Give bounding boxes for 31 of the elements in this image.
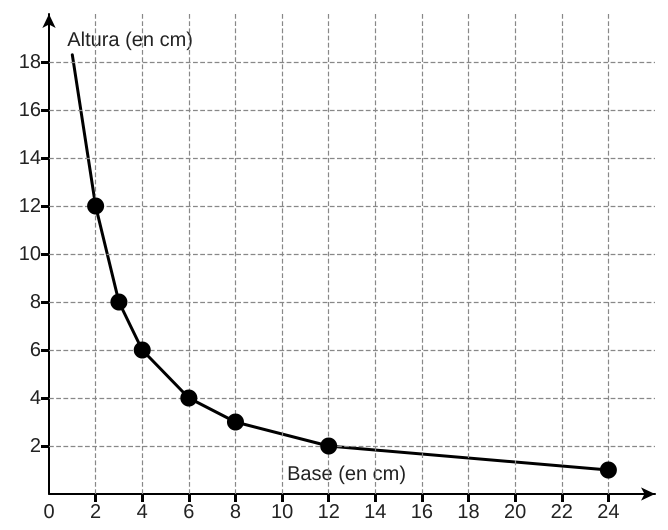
- y-axis-title: Altura (en cm): [67, 29, 193, 51]
- point: [320, 438, 338, 454]
- point: [180, 390, 198, 406]
- y-tick-label: 6: [30, 339, 41, 361]
- y-tick-label: 14: [18, 147, 41, 169]
- x-tick-label: 14: [364, 501, 386, 523]
- y-tick-label: 18: [18, 51, 41, 73]
- x-tick-label: 12: [318, 501, 340, 523]
- y-tick-label: 10: [18, 243, 41, 265]
- point: [87, 198, 104, 214]
- y-tick-label: 12: [18, 195, 41, 217]
- point: [110, 294, 128, 310]
- point: [600, 462, 617, 478]
- y-tick-label: 16: [18, 99, 41, 121]
- x-tick-label: 20: [504, 501, 526, 523]
- x-tick-label: 10: [270, 501, 294, 523]
- x-tick-label: 18: [457, 501, 480, 523]
- x-tick-label: 8: [230, 501, 242, 523]
- point: [134, 342, 151, 358]
- x-tick-label: 22: [550, 501, 573, 523]
- x-tick-label: 6: [183, 501, 194, 523]
- point: [226, 414, 244, 430]
- y-tick-label: 4: [30, 387, 41, 409]
- x-tick-label: 4: [136, 501, 148, 523]
- x-axis-title: Base (en cm): [287, 463, 406, 485]
- x-tick-label: 24: [597, 501, 620, 523]
- x-tick-label: 2: [90, 501, 102, 523]
- y-tick-label: 2: [30, 435, 41, 457]
- x-tick-label: 16: [410, 501, 434, 523]
- x-tick-label: 0: [43, 501, 55, 523]
- y-tick-label: 8: [30, 291, 41, 313]
